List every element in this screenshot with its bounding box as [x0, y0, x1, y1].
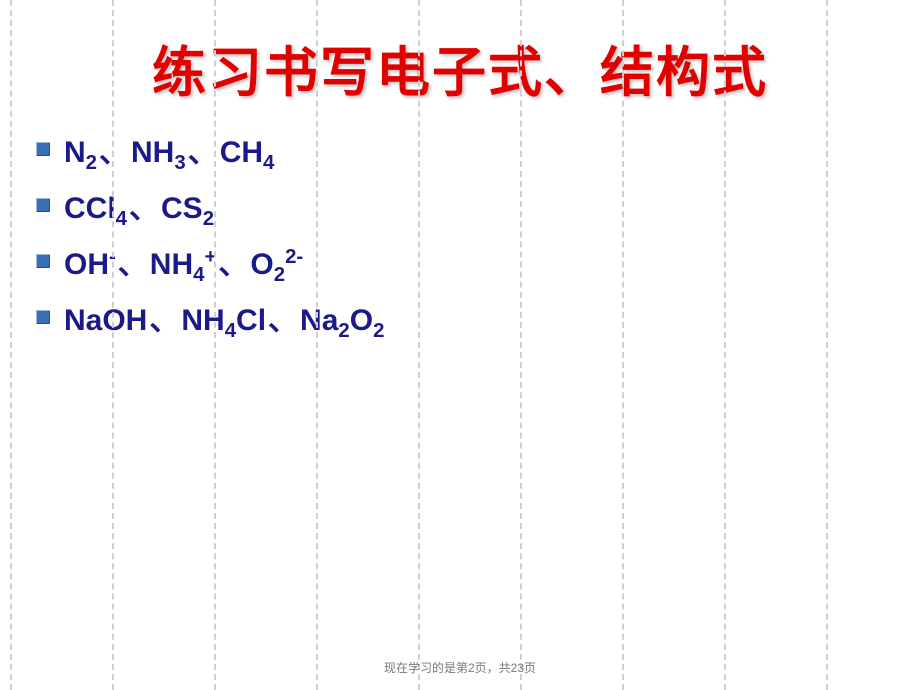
- page-footer: 现在学习的是第2页，共23页: [0, 659, 920, 676]
- formula-text: NaOH、NH4Cl、Na2O2: [64, 295, 384, 339]
- formula-text: N2、NH3、CH4: [64, 127, 274, 171]
- bullet-icon: [36, 198, 50, 212]
- bullet-icon: [36, 142, 50, 156]
- formula-text: CCl4、CS2: [64, 183, 214, 227]
- list-item: NaOH、NH4Cl、Na2O2: [36, 295, 920, 339]
- bullet-icon: [36, 310, 50, 324]
- formula-text: OH-、NH4+、O22-: [64, 239, 303, 283]
- list-item: OH-、NH4+、O22-: [36, 239, 920, 283]
- bullet-list: N2、NH3、CH4 CCl4、CS2 OH-、NH4+、O22- NaOH、NH4C…: [0, 127, 920, 339]
- list-item: N2、NH3、CH4: [36, 127, 920, 171]
- bullet-icon: [36, 254, 50, 268]
- list-item: CCl4、CS2: [36, 183, 920, 227]
- slide-title: 练习书写电子式、结构式: [0, 0, 920, 127]
- slide: 练习书写电子式、结构式 N2、NH3、CH4 CCl4、CS2 OH-、NH4+、O…: [0, 0, 920, 690]
